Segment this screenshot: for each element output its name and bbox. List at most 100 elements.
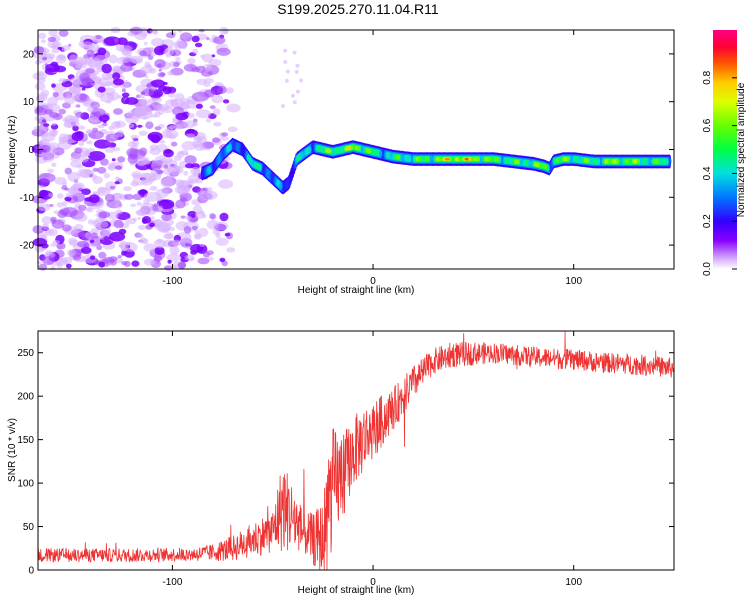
noise-speckle (108, 262, 112, 266)
colorbar-tick-label: 0.2 (702, 214, 713, 228)
noise-speckle (178, 151, 184, 155)
x-tick-label: -100 (162, 577, 182, 588)
noise-speckle (64, 187, 70, 191)
noise-speckle (191, 66, 200, 73)
noise-speckle (170, 141, 178, 147)
noise-speckle (40, 144, 51, 153)
noise-speckle (117, 255, 122, 258)
noise-speckle (285, 69, 290, 74)
noise-speckle (140, 65, 154, 74)
noise-speckle (118, 244, 124, 248)
noise-speckle (154, 222, 172, 232)
noise-speckle (225, 87, 234, 94)
noise-speckle (101, 71, 112, 81)
noise-speckle (170, 98, 179, 106)
noise-speckle (218, 179, 234, 189)
ridge-cell (347, 146, 351, 150)
noise-speckle (221, 132, 229, 137)
y-tick-label: 0 (28, 145, 34, 156)
noise-speckle (108, 54, 118, 64)
x-tick-label: -100 (162, 276, 182, 287)
noise-speckle (95, 34, 102, 40)
noise-speckle (194, 177, 203, 184)
noise-speckle (139, 237, 147, 244)
ridge-cell (458, 156, 462, 162)
y-tick-label: -10 (20, 193, 35, 204)
noise-speckle (78, 204, 87, 212)
noise-speckle (126, 147, 139, 158)
ridge-cell (279, 182, 283, 190)
noise-speckle (85, 68, 95, 74)
noise-speckle (213, 36, 226, 45)
noise-speckle (151, 160, 164, 171)
noise-speckle (98, 261, 105, 268)
noise-speckle (68, 237, 78, 245)
noise-speckle (124, 97, 139, 105)
colorbar-label: Normalized spectral amplitude (736, 82, 747, 217)
noise-speckle (109, 185, 116, 190)
noise-speckle (74, 147, 83, 154)
noise-speckle (64, 196, 72, 202)
ridge-cell (446, 157, 450, 161)
noise-speckle (165, 232, 174, 239)
noise-speckle (212, 108, 221, 116)
noise-speckle (87, 105, 99, 113)
noise-speckle (75, 111, 84, 118)
noise-speckle (67, 249, 76, 256)
noise-speckle (115, 209, 123, 215)
noise-speckle (212, 137, 221, 143)
noise-speckle (215, 237, 229, 246)
noise-speckle (61, 256, 73, 265)
ridge-cell (544, 164, 548, 170)
noise-speckle (104, 146, 116, 153)
noise-speckle (85, 57, 102, 67)
ridge-cell (665, 158, 669, 165)
noise-speckle (143, 41, 148, 46)
noise-speckle (156, 196, 164, 202)
ridge-cell (539, 163, 543, 168)
noise-speckle (77, 125, 86, 130)
noise-speckle (292, 100, 297, 105)
ridge-cell (597, 158, 601, 165)
noise-speckle (131, 171, 142, 178)
noise-speckle (226, 247, 236, 253)
ridge-cell (397, 155, 401, 160)
noise-speckle (175, 56, 181, 62)
noise-speckle (88, 151, 106, 161)
noise-speckle (181, 141, 198, 151)
noise-speckle (111, 158, 116, 162)
noise-speckle (86, 140, 93, 145)
noise-speckle (38, 247, 44, 251)
ridge-cell (290, 169, 294, 180)
noise-speckle (97, 166, 107, 174)
noise-speckle (53, 210, 60, 215)
noise-speckle (103, 172, 111, 179)
noise-speckle (91, 238, 101, 246)
noise-speckle (64, 114, 76, 124)
noise-speckle (213, 121, 222, 127)
noise-speckle (195, 103, 203, 109)
noise-speckle (65, 263, 72, 269)
noise-speckle (130, 134, 139, 140)
noise-speckle (38, 173, 56, 183)
noise-speckle (51, 219, 65, 229)
noise-speckle (191, 225, 198, 231)
ridge-cell (408, 155, 412, 163)
noise-speckle (98, 234, 105, 240)
snr-x-ticks: -100 0 100 (162, 331, 582, 588)
noise-speckle (224, 232, 231, 237)
noise-speckle (175, 112, 189, 121)
noise-speckle (194, 229, 199, 234)
noise-speckle (94, 139, 111, 149)
noise-speckle (186, 133, 195, 139)
noise-speckle (52, 240, 60, 245)
ridge-cell (546, 164, 550, 172)
y-tick-label: 20 (23, 49, 35, 60)
noise-speckle (73, 118, 79, 122)
ridge-cell (636, 159, 640, 164)
noise-speckle (158, 68, 162, 72)
noise-speckle (98, 77, 114, 87)
noise-speckle (211, 95, 224, 104)
noise-speckle (280, 103, 285, 108)
